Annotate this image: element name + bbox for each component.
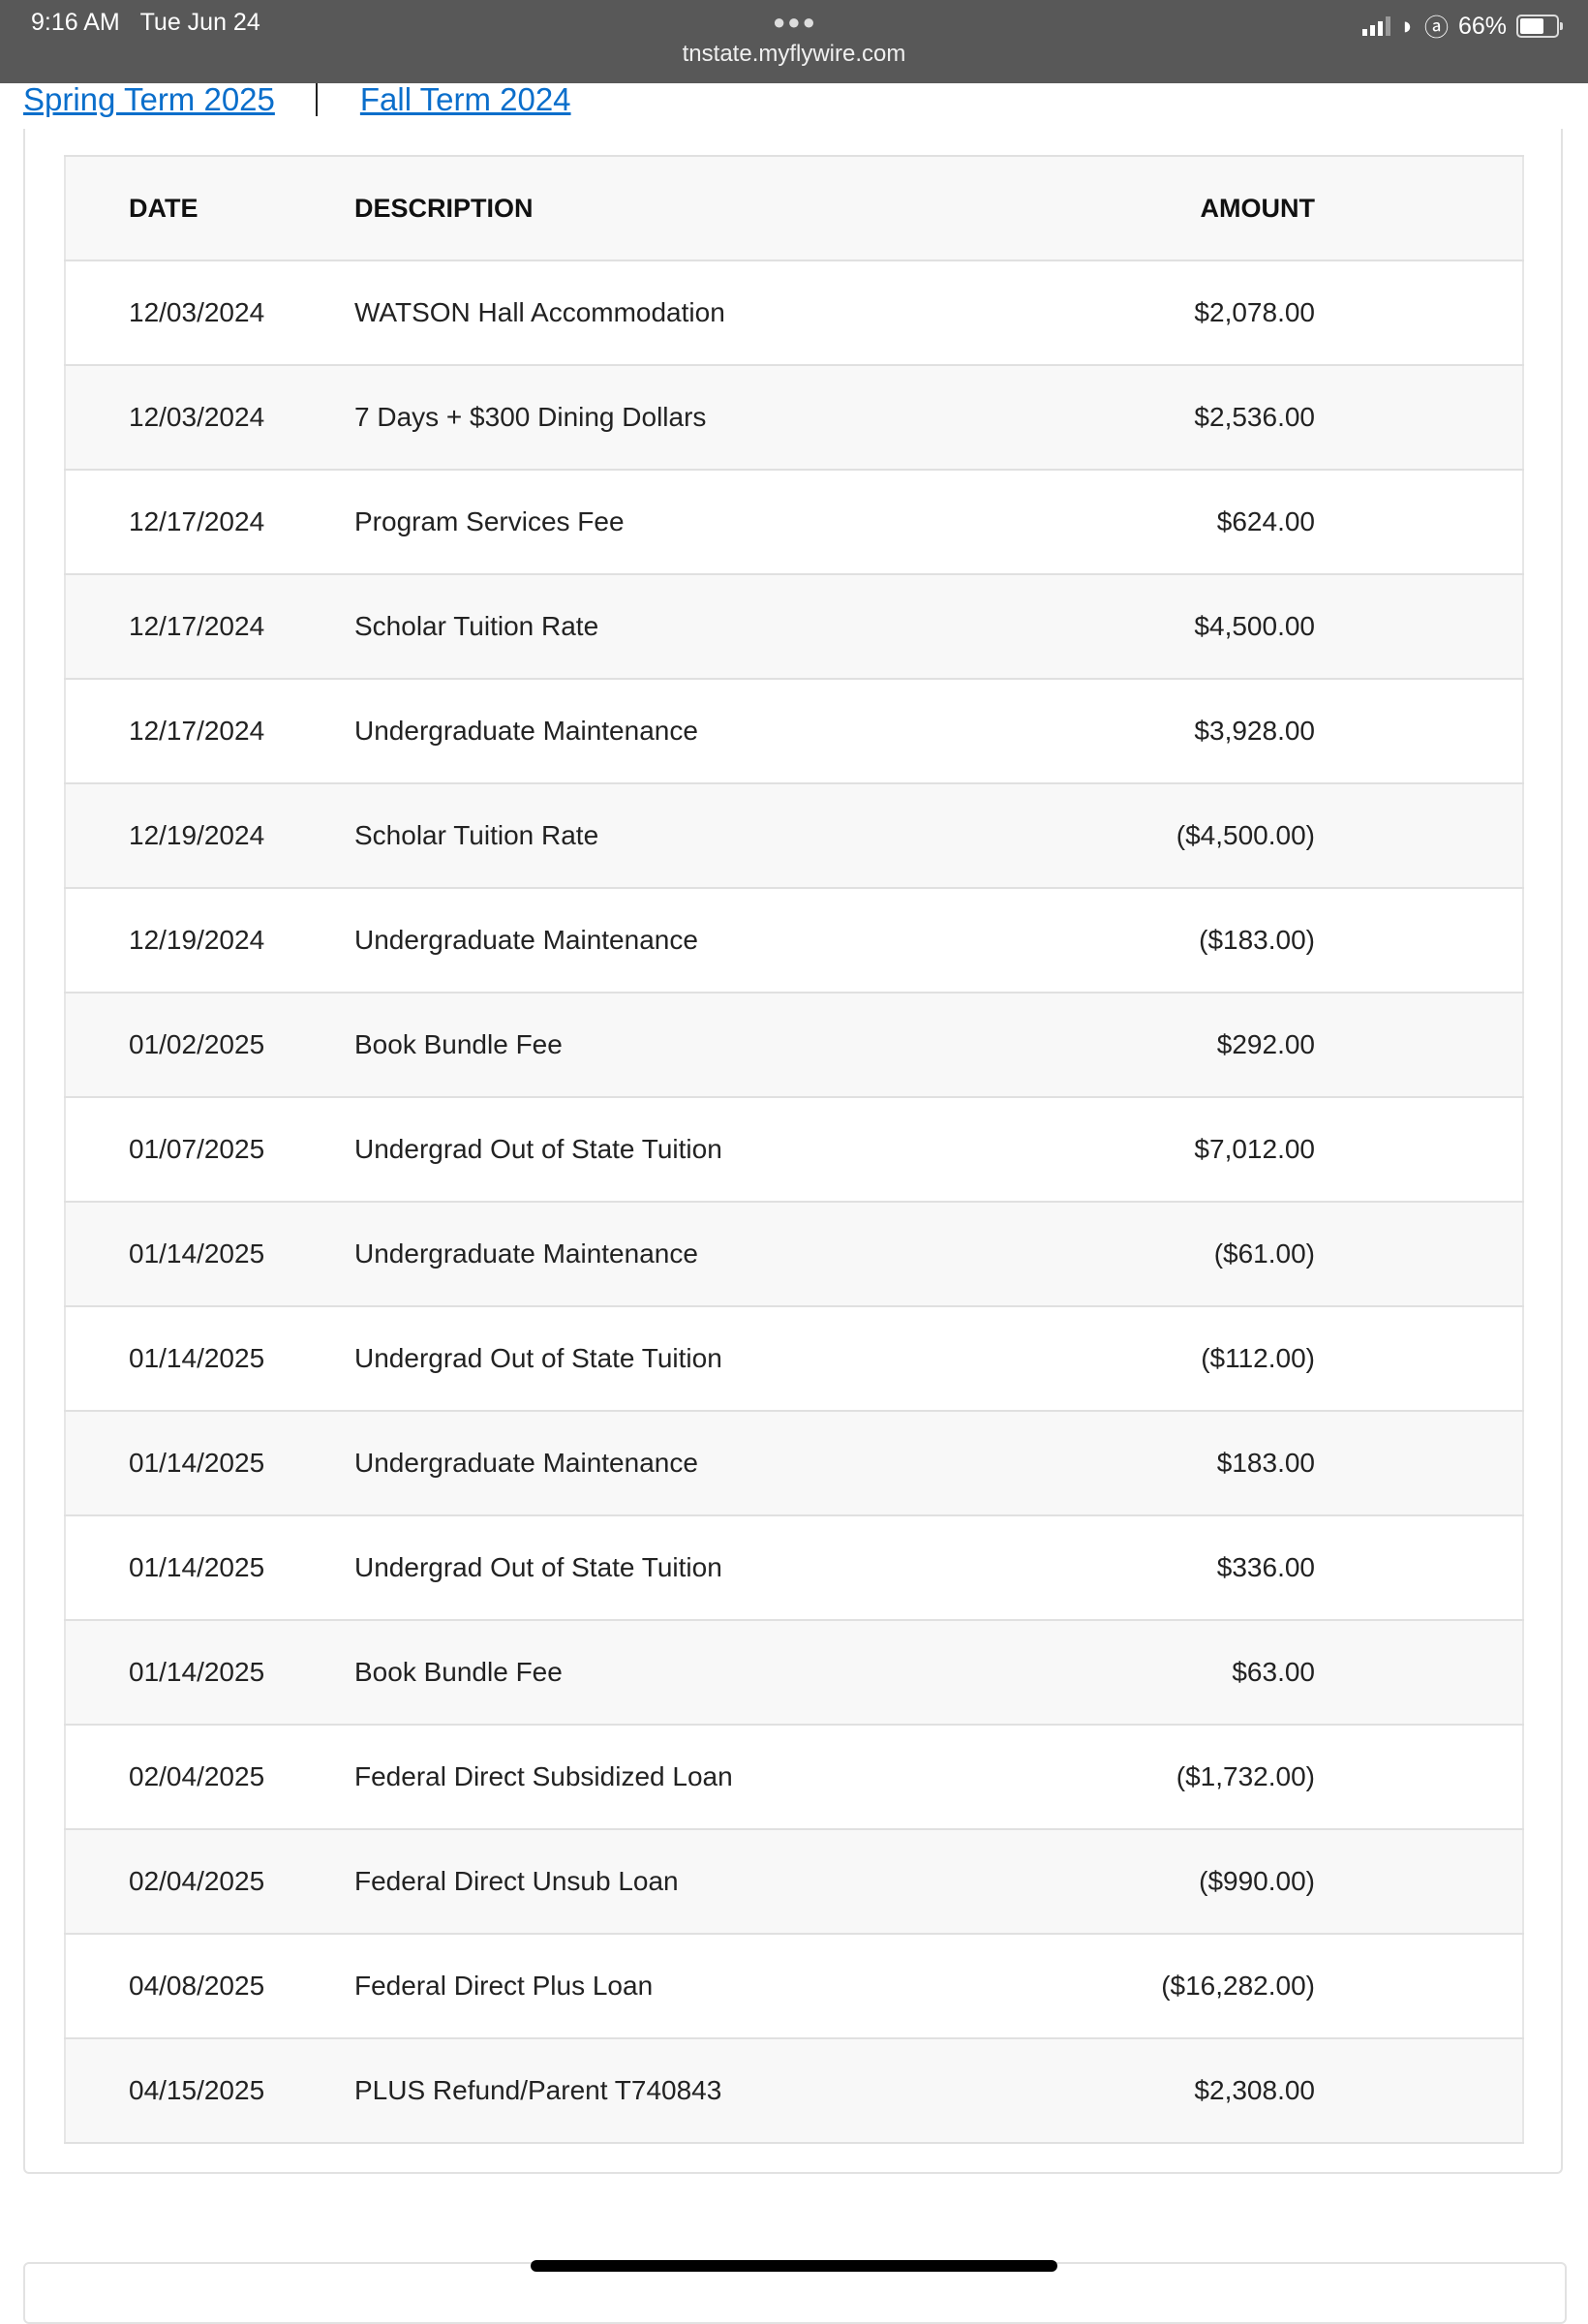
cell-description: Undergrad Out of State Tuition xyxy=(354,1305,952,1412)
cell-amount: $183.00 xyxy=(951,1410,1523,1516)
table-row: 12/17/2024 Program Services Fee $624.00 xyxy=(65,469,1523,575)
transactions-card xyxy=(23,129,1563,2174)
header-date: DATE xyxy=(65,155,354,261)
header-amount: AMOUNT xyxy=(951,155,1523,261)
cell-date: 01/14/2025 xyxy=(65,1201,354,1307)
cell-date: 12/03/2024 xyxy=(65,364,354,471)
cell-date: 01/14/2025 xyxy=(65,1514,354,1621)
table-row: 01/14/2025 Undergrad Out of State Tuition… xyxy=(65,1305,1523,1412)
term-link-spring-2025[interactable]: Spring Term 2025 xyxy=(23,81,275,117)
cell-date: 01/14/2025 xyxy=(65,1410,354,1516)
cell-description: Undergrad Out of State Tuition xyxy=(354,1096,952,1203)
table-row: 04/15/2025 PLUS Refund/Parent T740843 $2,3… xyxy=(65,2037,1523,2144)
cell-amount: $63.00 xyxy=(951,1619,1523,1726)
orientation-lock-icon: ⓐ xyxy=(1423,15,1449,42)
battery-icon xyxy=(1516,15,1563,38)
cell-date: 12/17/2024 xyxy=(65,469,354,575)
cell-amount: $4,500.00 xyxy=(951,573,1523,680)
table-row: 12/17/2024 Scholar Tuition Rate $4,500.00 xyxy=(65,573,1523,680)
cell-date: 12/03/2024 xyxy=(65,260,354,366)
cell-amount: $624.00 xyxy=(951,469,1523,575)
table-header: DATE DESCRIPTION AMOUNT xyxy=(65,155,1523,261)
cell-description: Federal Direct Unsub Loan xyxy=(354,1828,952,1935)
table-row: 01/14/2025 Undergrad Out of State Tuition… xyxy=(65,1514,1523,1621)
table-row: 02/04/2025 Federal Direct Unsub Loan ($990… xyxy=(65,1828,1523,1935)
cell-amount: ($112.00) xyxy=(951,1305,1523,1412)
divider xyxy=(315,83,318,116)
cell-amount: $292.00 xyxy=(951,992,1523,1098)
status-time: 9:16 AM Tue Jun 24 xyxy=(31,9,260,36)
cell-amount: ($4,500.00) xyxy=(951,782,1523,889)
cell-description: 7 Days + $300 Dining Dollars xyxy=(354,364,952,471)
home-indicator[interactable] xyxy=(531,2260,1057,2272)
table-row: 04/08/2025 Federal Direct Plus Loan ($16,2… xyxy=(65,1933,1523,2039)
cell-date: 01/14/2025 xyxy=(65,1305,354,1412)
cell-amount: ($183.00) xyxy=(951,887,1523,994)
cell-description: Scholar Tuition Rate xyxy=(354,782,952,889)
cell-description: Federal Direct Subsidized Loan xyxy=(354,1724,952,1830)
cell-amount: $3,928.00 xyxy=(951,678,1523,784)
table-row: 12/19/2024 Scholar Tuition Rate ($4,500.00… xyxy=(65,782,1523,889)
status-icons: ◗ ⓐ 66% xyxy=(1361,9,1563,44)
cell-date: 01/14/2025 xyxy=(65,1619,354,1726)
cell-date: 01/07/2025 xyxy=(65,1096,354,1203)
table-row: 01/02/2025 Book Bundle Fee $292.00 xyxy=(65,992,1523,1098)
transactions-table: DATE DESCRIPTION AMOUNT 12/03/2024 WATSON… xyxy=(64,155,1524,2144)
cell-description: Undergraduate Maintenance xyxy=(354,1410,952,1516)
header-description: DESCRIPTION xyxy=(354,155,952,261)
cell-date: 01/02/2025 xyxy=(65,992,354,1098)
cell-date: 04/08/2025 xyxy=(65,1933,354,2039)
cell-date: 02/04/2025 xyxy=(65,1724,354,1830)
cell-amount: $2,308.00 xyxy=(951,2037,1523,2144)
cell-amount: ($1,732.00) xyxy=(951,1724,1523,1830)
cell-description: PLUS Refund/Parent T740843 xyxy=(354,2037,952,2144)
cell-date: 12/19/2024 xyxy=(65,887,354,994)
wifi-icon: ◗ xyxy=(1399,12,1415,40)
cell-description: Undergrad Out of State Tuition xyxy=(354,1514,952,1621)
cell-description: Book Bundle Fee xyxy=(354,992,952,1098)
cell-amount: $2,078.00 xyxy=(951,260,1523,366)
cell-description: Book Bundle Fee xyxy=(354,1619,952,1726)
cell-amount: ($990.00) xyxy=(951,1828,1523,1935)
term-link-fall-2024[interactable]: Fall Term 2024 xyxy=(359,81,571,117)
cell-amount: $336.00 xyxy=(951,1514,1523,1621)
table-row: 01/14/2025 Undergraduate Maintenance $183.… xyxy=(65,1410,1523,1516)
cell-date: 12/17/2024 xyxy=(65,573,354,680)
table-row: 12/19/2024 Undergraduate Maintenance ($183… xyxy=(65,887,1523,994)
table-row: 01/14/2025 Undergraduate Maintenance ($61.… xyxy=(65,1201,1523,1307)
table-row: 12/17/2024 Undergraduate Maintenance $3,92… xyxy=(65,678,1523,784)
cell-date: 12/17/2024 xyxy=(65,678,354,784)
table-row: 12/03/2024 WATSON Hall Accommodation $2,07… xyxy=(65,260,1523,366)
cell-amount: $2,536.00 xyxy=(951,364,1523,471)
address-url[interactable]: tnstate.myflywire.com xyxy=(682,41,906,67)
cell-amount: $7,012.00 xyxy=(951,1096,1523,1203)
table-row: 12/03/2024 7 Days + $300 Dining Dollars $2… xyxy=(65,364,1523,471)
table-row: 01/14/2025 Book Bundle Fee $63.00 xyxy=(65,1619,1523,1726)
cell-amount: ($61.00) xyxy=(951,1201,1523,1307)
cell-amount: ($16,282.00) xyxy=(951,1933,1523,2039)
cell-description: Undergraduate Maintenance xyxy=(354,678,952,784)
cell-date: 12/19/2024 xyxy=(65,782,354,889)
term-links: Spring Term 2025 Fall Term 2024 xyxy=(23,81,571,118)
more-dots-icon[interactable]: ●●● xyxy=(773,10,817,34)
cell-description: Federal Direct Plus Loan xyxy=(354,1933,952,2039)
cell-description: Undergraduate Maintenance xyxy=(354,1201,952,1307)
battery-percent: 66% xyxy=(1457,12,1507,40)
cell-description: Program Services Fee xyxy=(354,469,952,575)
cell-date: 04/15/2025 xyxy=(65,2037,354,2144)
table-row: 02/04/2025 Federal Direct Subsidized Loan… xyxy=(65,1724,1523,1830)
cell-description: Undergraduate Maintenance xyxy=(354,887,952,994)
cell-description: WATSON Hall Accommodation xyxy=(354,260,952,366)
signal-icon xyxy=(1361,16,1390,36)
cell-description: Scholar Tuition Rate xyxy=(354,573,952,680)
table-row: 01/07/2025 Undergrad Out of State Tuition… xyxy=(65,1096,1523,1203)
status-bar: 9:16 AM Tue Jun 24 ●●● tnstate.myflywire… xyxy=(0,0,1588,83)
cell-date: 02/04/2025 xyxy=(65,1828,354,1935)
